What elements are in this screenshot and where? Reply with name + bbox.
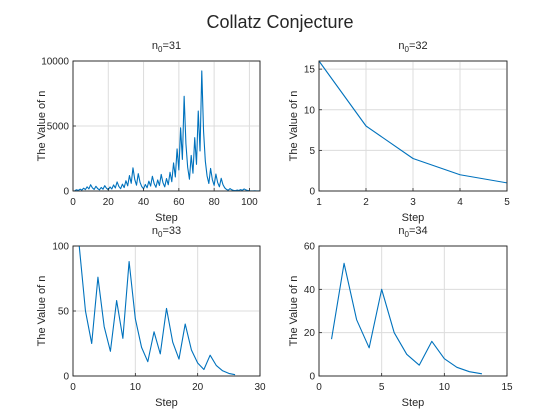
- y-axis-label: The Value of n: [288, 91, 300, 162]
- x-tick-label: 10: [439, 382, 451, 393]
- x-tick-label: 10: [130, 382, 142, 393]
- title-subscript: 0: [158, 230, 163, 239]
- title-rest: =33: [162, 225, 181, 237]
- y-tick-label: 5: [309, 146, 315, 157]
- y-tick-label: 60: [304, 242, 316, 253]
- subplot-title: n0=32: [398, 40, 427, 54]
- gridlines: [73, 61, 260, 191]
- series-line: [78, 246, 236, 376]
- y-tick-label: 50: [58, 307, 70, 318]
- y-tick-label: 15: [304, 65, 316, 76]
- x-axis-label: Step: [402, 397, 425, 409]
- series-line: [74, 70, 260, 191]
- y-tick-label: 0: [309, 187, 315, 198]
- title-base: n: [152, 225, 158, 237]
- axes-box: [318, 245, 508, 377]
- x-tick-label: 20: [103, 197, 115, 208]
- x-tick-label: 0: [316, 382, 322, 393]
- x-tick-label: 5: [504, 197, 510, 208]
- subplot-title: n0=34: [398, 225, 427, 239]
- title-subscript: 0: [405, 45, 410, 54]
- y-tick-label: 5000: [47, 122, 70, 133]
- y-tick-label: 40: [304, 285, 316, 296]
- x-tick-label: 100: [241, 197, 258, 208]
- title-base: n: [152, 40, 158, 52]
- y-tick-label: 10000: [41, 57, 69, 68]
- x-tick-label: 4: [457, 197, 463, 208]
- x-tick-label: 5: [379, 382, 385, 393]
- y-axis-label: The Value of n: [36, 91, 48, 162]
- y-tick-label: 0: [309, 372, 315, 383]
- title-subscript: 0: [158, 45, 163, 54]
- y-axis-label: The Value of n: [288, 276, 300, 347]
- x-tick-label: 15: [501, 382, 513, 393]
- x-tick-label: 60: [173, 197, 185, 208]
- plot-area: [318, 245, 508, 377]
- y-tick-label: 100: [52, 242, 69, 253]
- x-tick-label: 80: [209, 197, 221, 208]
- title-base: n: [398, 225, 404, 237]
- x-tick-label: 40: [138, 197, 150, 208]
- x-tick-label: 0: [70, 382, 76, 393]
- title-rest: =31: [162, 40, 181, 52]
- subplot-1: 0 20 40 60 80 100 0 5000 10000 Step The Value of n…: [36, 40, 261, 224]
- x-axis-label: Step: [155, 212, 178, 224]
- x-tick-label: 3: [410, 197, 416, 208]
- x-tick-label: 0: [70, 197, 76, 208]
- title-rest: =32: [409, 40, 428, 52]
- title-base: n: [398, 40, 404, 52]
- title-rest: =34: [409, 225, 428, 237]
- y-axis-label: The Value of n: [36, 276, 48, 347]
- x-axis-label: Step: [155, 397, 178, 409]
- title-subscript: 0: [405, 230, 410, 239]
- figure-title: Collatz Conjecture: [206, 12, 353, 32]
- y-tick-label: 20: [304, 328, 316, 339]
- y-tick-label: 0: [63, 187, 69, 198]
- series-line: [319, 61, 507, 184]
- x-tick-label: 20: [192, 382, 204, 393]
- subplot-title: n0=33: [152, 225, 181, 239]
- y-tick-label: 0: [63, 372, 69, 383]
- x-tick-label: 1: [316, 197, 322, 208]
- series-line: [330, 262, 483, 375]
- subplot-title: n0=31: [152, 40, 181, 54]
- x-tick-label: 30: [254, 382, 266, 393]
- x-tick-label: 2: [363, 197, 369, 208]
- y-tick-label: 10: [304, 105, 316, 116]
- x-axis-label: Step: [402, 212, 425, 224]
